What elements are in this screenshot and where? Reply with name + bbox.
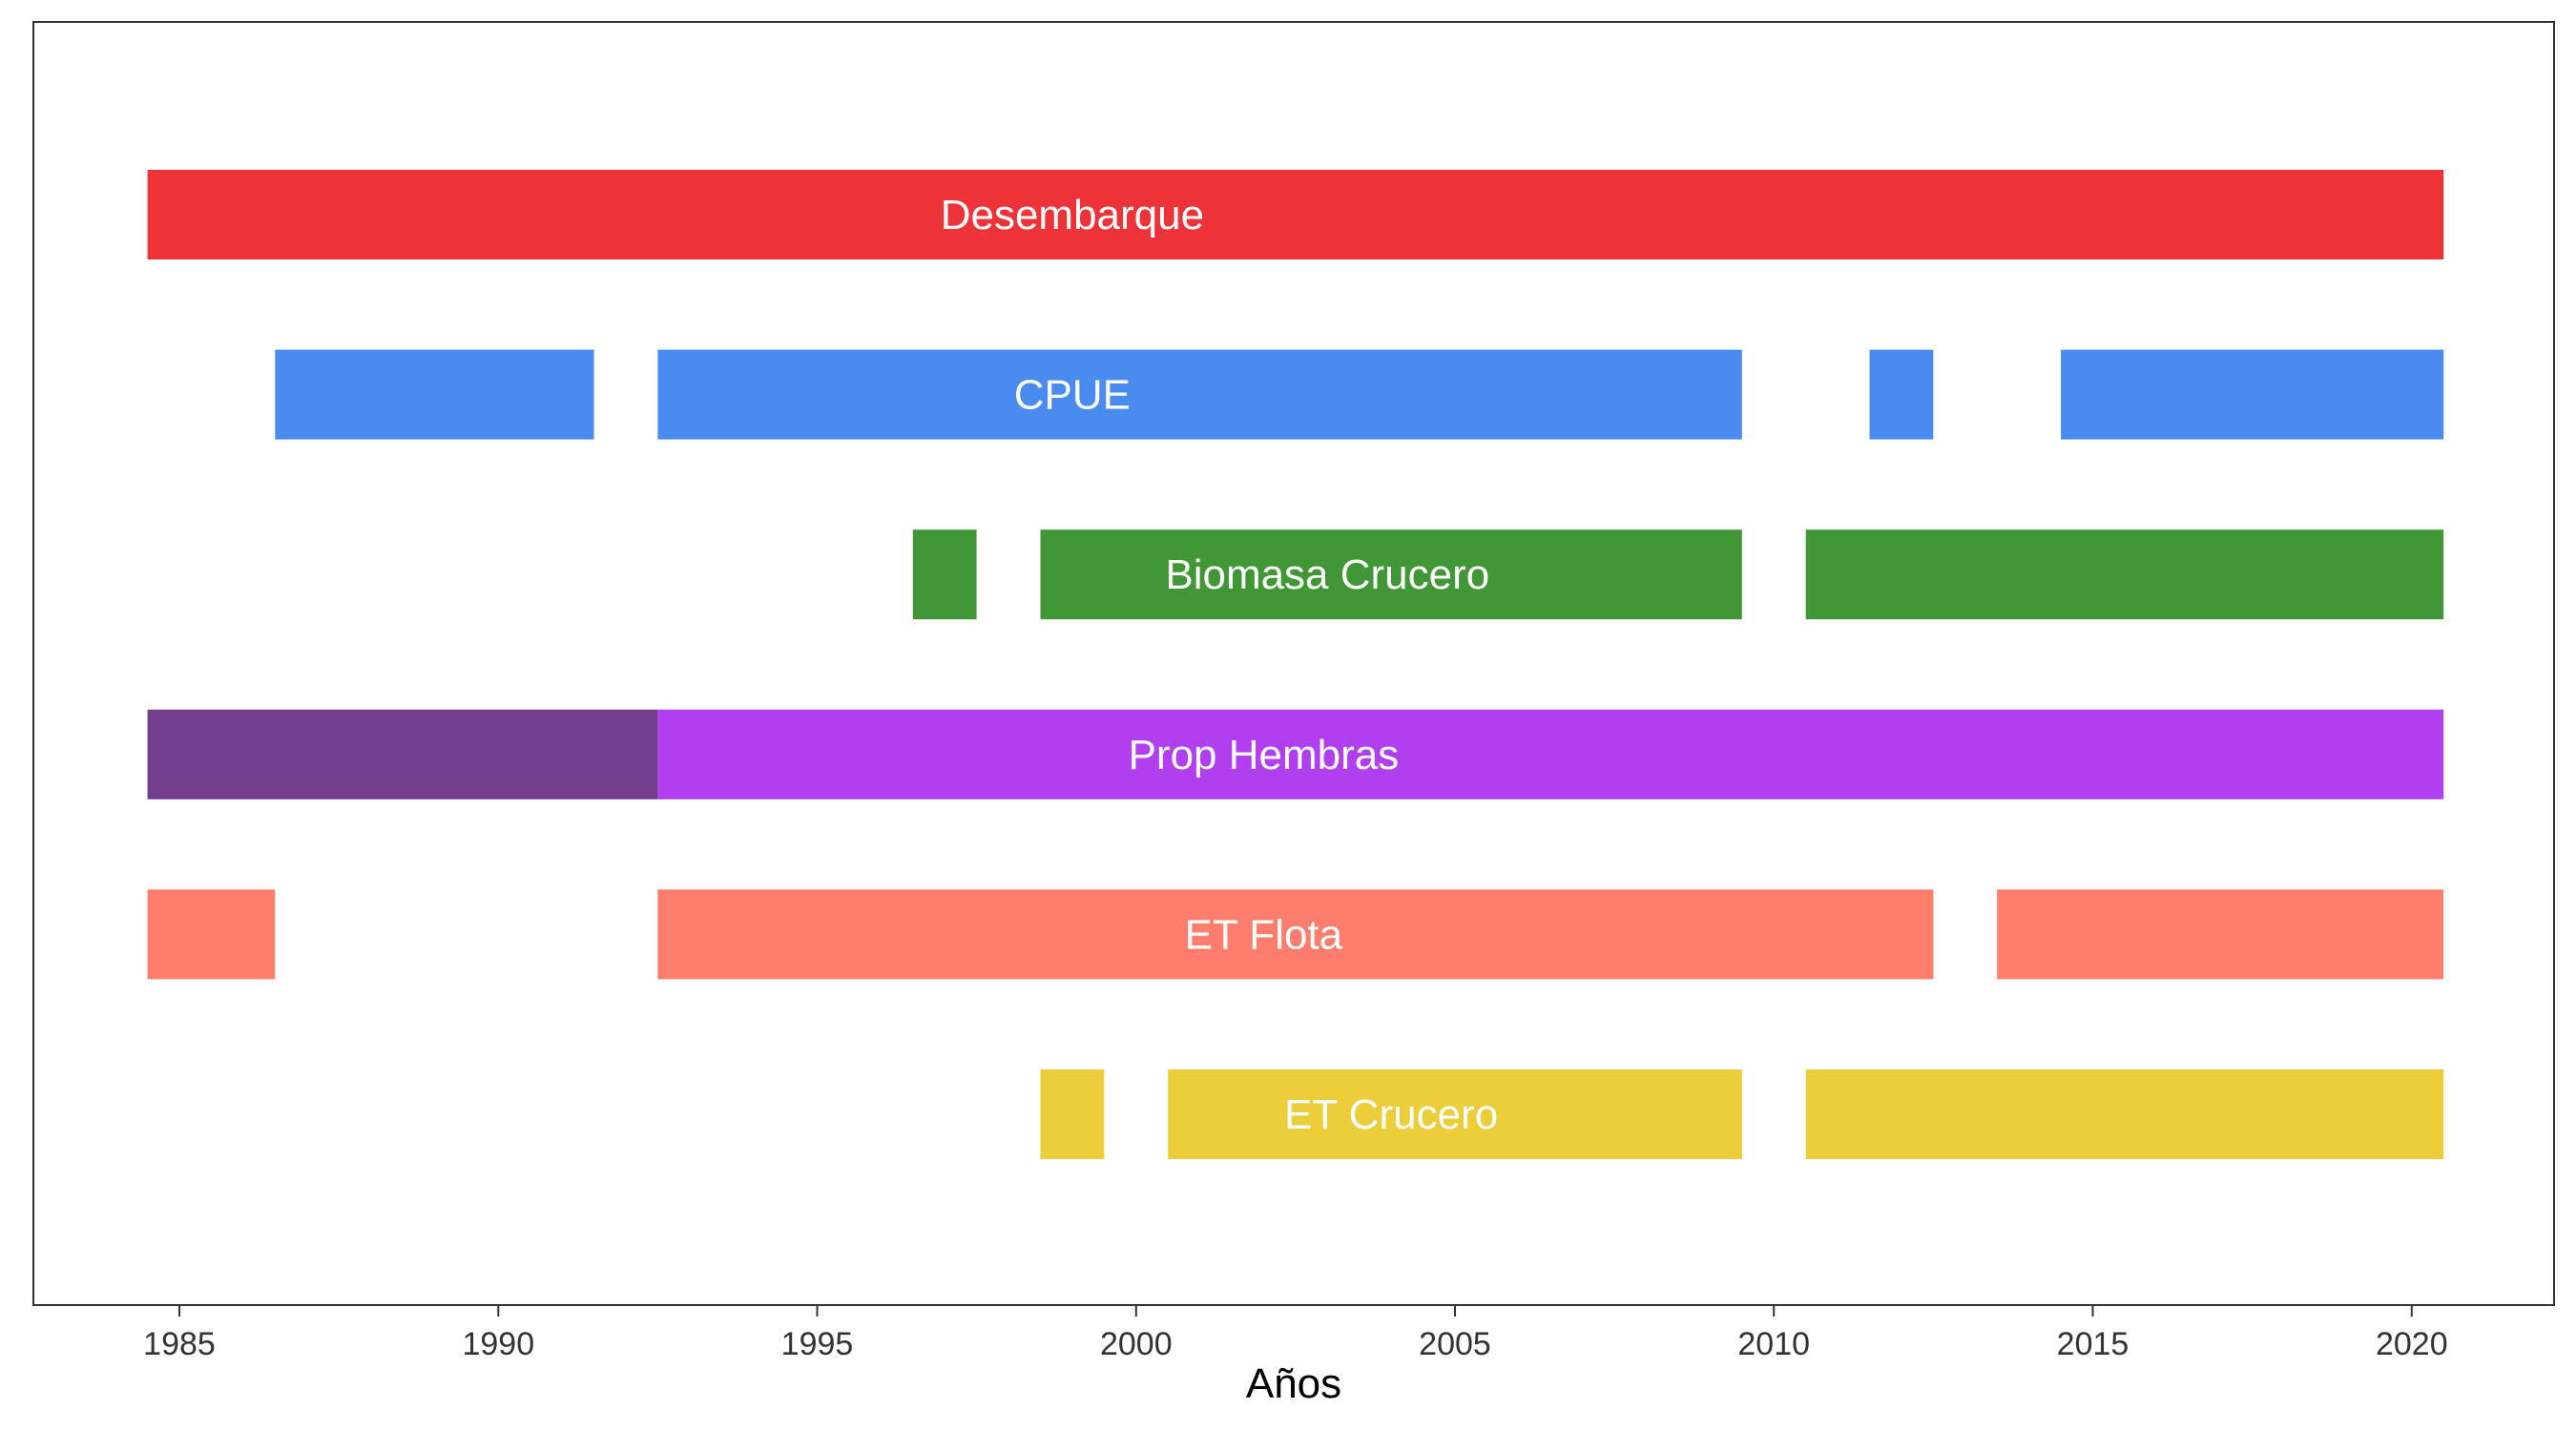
bar-label-et-flota: ET Flota: [1185, 911, 1343, 958]
x-tick-label-2005: 2005: [1419, 1326, 1491, 1362]
bar-label-biomasa-crucero: Biomasa Crucero: [1165, 551, 1489, 598]
bar-et-crucero-segment-3: [1805, 1069, 2444, 1159]
x-tick-label-1985: 1985: [143, 1326, 216, 1362]
x-tick-label-2010: 2010: [1737, 1326, 1810, 1362]
bar-label-desembarque: Desembarque: [941, 192, 1204, 238]
bar-label-prop-hembras: Prop Hembras: [1129, 732, 1400, 778]
bar-biomasa-crucero-segment-2: [1040, 529, 1742, 620]
x-axis-title: Años: [1246, 1360, 1341, 1407]
bars-layer: [147, 170, 2444, 1159]
bar-prop-hembras-segment-1: [147, 709, 658, 799]
bar-et-flota-segment-3: [1997, 889, 2444, 980]
x-axis: 1985 1990 1995 2000 2005 2010 2015 2020: [143, 1305, 2448, 1362]
bar-et-flota-segment-1: [147, 889, 276, 980]
bar-cpue-segment-4: [2061, 349, 2444, 440]
plot-panel-border: [32, 21, 2555, 1306]
bar-et-crucero-segment-2: [1168, 1069, 1742, 1159]
bar-cpue-segment-3: [1869, 349, 1934, 440]
bar-et-flota-segment-2: [657, 889, 1934, 980]
bar-biomasa-crucero-segment-3: [1805, 529, 2444, 620]
x-tick-label-2020: 2020: [2376, 1326, 2448, 1362]
bar-desembarque-segment-1: [147, 170, 2444, 259]
bar-biomasa-crucero-segment-1: [912, 529, 977, 620]
x-tick-label-1990: 1990: [462, 1326, 534, 1362]
bar-cpue-segment-1: [275, 349, 594, 440]
bar-labels-layer: Desembarque CPUE Biomasa Crucero Prop Hembr…: [941, 192, 1498, 1138]
bar-label-et-crucero: ET Crucero: [1284, 1091, 1498, 1138]
x-tick-label-2000: 2000: [1100, 1326, 1173, 1362]
bar-cpue-segment-2: [657, 349, 1742, 440]
bar-prop-hembras-segment-2: [657, 709, 2444, 799]
x-tick-label-2015: 2015: [2057, 1326, 2129, 1362]
bar-label-cpue: CPUE: [1014, 372, 1131, 419]
x-tick-label-1995: 1995: [781, 1326, 854, 1362]
bar-et-crucero-segment-1: [1040, 1069, 1105, 1159]
